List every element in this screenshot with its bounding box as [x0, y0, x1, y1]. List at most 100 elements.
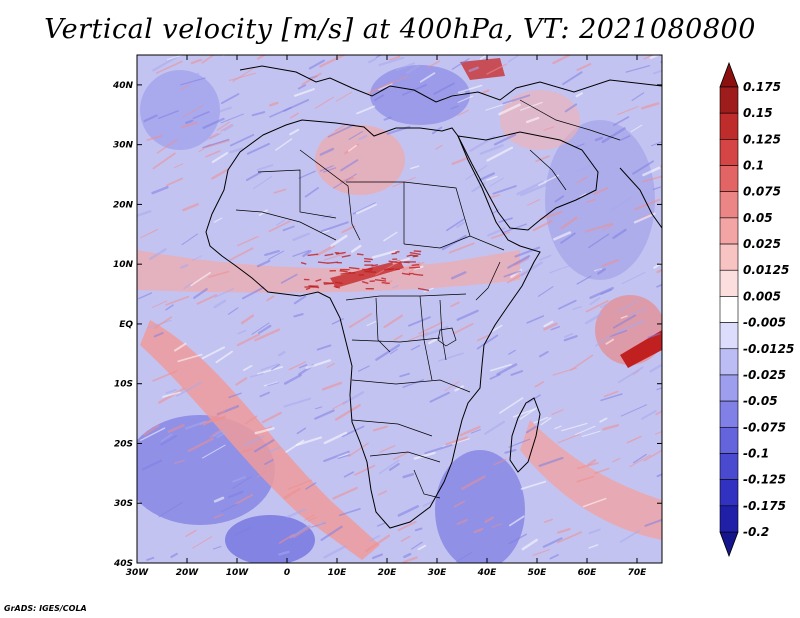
- field-streak: [588, 528, 601, 535]
- map-title: Vertical velocity [m/s] at 400hPa, VT: 2…: [44, 14, 756, 45]
- ascent-band: [140, 320, 380, 560]
- field-streak: [378, 56, 405, 67]
- field-streak: [319, 55, 346, 68]
- africa-coastline: [205, 119, 541, 529]
- field-streak: [476, 334, 499, 350]
- field-streak: [399, 372, 410, 378]
- field-streak: [444, 381, 460, 392]
- latitude-ticks: 40N 30N 20N 10N EQ 10S 20S 30S 40S: [112, 81, 662, 569]
- colorbar-segment: [719, 269, 739, 297]
- field-streak: [392, 285, 399, 289]
- descent-regions: [137, 65, 655, 563]
- field-streak: [245, 171, 262, 182]
- field-streak: [283, 99, 310, 112]
- field-streak: [320, 221, 349, 233]
- field-streak: [323, 281, 334, 285]
- field-streak: [351, 244, 362, 253]
- field-streak: [254, 328, 281, 342]
- strong-ascent: [620, 330, 662, 368]
- madagascar-coastline: [509, 397, 541, 473]
- field-streak: [341, 225, 356, 234]
- field-streak: [631, 92, 645, 102]
- field-streak: [256, 259, 271, 268]
- field-streak: [308, 59, 325, 70]
- field-streak: [552, 367, 577, 376]
- field-streak: [471, 182, 486, 193]
- field-streak: [588, 544, 599, 549]
- field-streak: [493, 133, 517, 146]
- field-streak: [450, 301, 460, 308]
- field-streak: [510, 370, 524, 376]
- descent-region: [140, 70, 220, 150]
- field-streak: [433, 82, 455, 95]
- field-streak: [151, 300, 168, 308]
- field-streak: [177, 353, 203, 363]
- field-streak: [162, 391, 181, 398]
- field-streak: [374, 278, 387, 282]
- field-streak: [213, 513, 224, 519]
- field-streak: [348, 312, 373, 329]
- field-streak: [468, 66, 479, 73]
- field-streak: [253, 439, 275, 453]
- field-streak: [403, 556, 418, 563]
- ascent-region: [315, 125, 405, 195]
- colorbar-label: 0.075: [743, 185, 781, 199]
- lon-tick-label: 0: [284, 568, 290, 578]
- field-streak: [335, 251, 346, 255]
- field-streak: [283, 487, 302, 500]
- field-streak: [243, 435, 265, 446]
- field-streak: [402, 379, 425, 388]
- field-streak: [143, 424, 160, 436]
- field-streak: [215, 350, 233, 364]
- field-streak: [251, 322, 270, 335]
- colorbar-segment: [719, 348, 739, 376]
- field-streak: [647, 332, 661, 339]
- field-streak: [609, 329, 628, 338]
- country-border: [419, 295, 433, 381]
- field-streak: [391, 252, 397, 255]
- field-streak: [316, 244, 336, 257]
- field-streak: [411, 541, 423, 550]
- field-streak: [613, 116, 630, 126]
- field-streak: [220, 93, 240, 105]
- field-streak: [601, 127, 626, 144]
- field-streak: [292, 525, 312, 539]
- field-streak: [355, 203, 377, 215]
- field-streak: [369, 535, 381, 542]
- field-streak: [388, 462, 400, 471]
- field-streak: [520, 261, 543, 277]
- field-streak: [470, 429, 481, 434]
- field-streak: [320, 525, 343, 542]
- field-streak: [632, 453, 647, 464]
- field-streak: [486, 146, 513, 162]
- field-streak: [335, 281, 343, 285]
- field-streak: [212, 429, 224, 438]
- field-streak: [446, 218, 465, 232]
- lon-tick-label: 40E: [477, 568, 498, 578]
- field-streak: [336, 91, 353, 102]
- field-streak: [422, 499, 435, 507]
- field-streak: [620, 404, 648, 417]
- field-streak: [537, 286, 554, 297]
- field-streak: [293, 313, 304, 318]
- field-streak: [277, 350, 286, 357]
- field-streak: [616, 320, 645, 334]
- field-streak: [626, 435, 642, 444]
- field-streak: [395, 75, 408, 82]
- field-streak: [256, 366, 284, 375]
- field-streak: [294, 88, 315, 97]
- field-streak: [337, 454, 351, 460]
- field-streak: [585, 300, 609, 313]
- field-streak: [158, 387, 185, 404]
- field-streak: [292, 232, 310, 242]
- field-streak: [652, 186, 662, 191]
- colorbar-label: 0.005: [743, 289, 781, 303]
- field-streak: [656, 387, 662, 391]
- field-streak: [575, 92, 583, 98]
- field-streak: [289, 128, 300, 136]
- colorbar-segment: [719, 243, 739, 271]
- field-streak: [208, 270, 230, 278]
- field-streak: [619, 530, 640, 543]
- field-streak: [153, 332, 164, 338]
- field-streak: [450, 271, 467, 280]
